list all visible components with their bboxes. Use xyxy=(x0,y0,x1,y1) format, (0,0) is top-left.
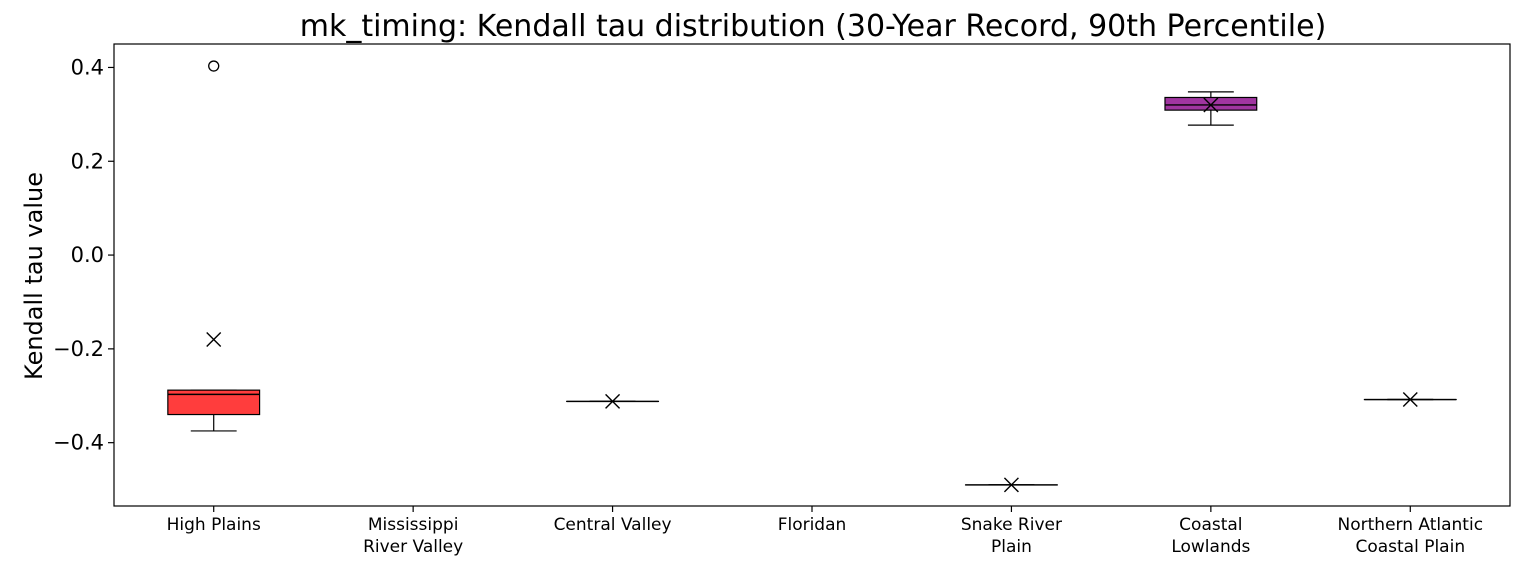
mean-marker xyxy=(206,331,222,347)
x-tick-label-line: High Plains xyxy=(167,515,261,535)
plot-frame xyxy=(113,43,1511,507)
mean-marker xyxy=(1203,97,1219,113)
outlier-point xyxy=(208,60,220,72)
x-tick-label-line: Snake River xyxy=(961,515,1062,535)
y-tick-label: 0.4 xyxy=(71,55,104,79)
x-tick-label: Snake River Plain xyxy=(961,515,1062,557)
x-tick-label-line: Plain xyxy=(991,537,1032,557)
mean-marker xyxy=(1402,392,1418,408)
y-tick-label: −0.2 xyxy=(53,337,104,361)
mean-marker xyxy=(605,393,621,409)
x-tick-label: Coastal Lowlands xyxy=(1171,515,1250,557)
x-tick-label-line: Floridan xyxy=(778,515,847,535)
y-tick-label: 0.2 xyxy=(71,149,104,173)
x-tick-label: High Plains xyxy=(167,515,261,535)
x-tick-label: Northern Atlantic Coastal Plain xyxy=(1338,515,1484,557)
chart-title: mk_timing: Kendall tau distribution (30-… xyxy=(300,9,1327,44)
x-tick-label: Mississippi River Valley xyxy=(363,515,463,557)
x-tick-label-line: Northern Atlantic xyxy=(1338,515,1484,535)
y-axis-label: Kendall tau value xyxy=(20,172,48,380)
x-tick-label-line: Coastal xyxy=(1179,515,1242,535)
box-iqr xyxy=(1164,96,1258,111)
y-tick-label: 0.0 xyxy=(71,243,104,267)
x-tick-label-line: Central Valley xyxy=(554,515,672,535)
y-tick-label: −0.4 xyxy=(53,431,104,455)
plot-area: −0.4 −0.2 0.0 0.2 0.4 High Plains Mississippi R… xyxy=(53,55,1483,557)
x-tick-label-line: Lowlands xyxy=(1171,537,1250,557)
x-tick-label-line: Mississippi xyxy=(368,515,459,535)
x-tick-label: Floridan xyxy=(778,515,847,535)
mean-marker xyxy=(1003,477,1019,493)
x-tick-label: Central Valley xyxy=(554,515,672,535)
x-tick-label-line: River Valley xyxy=(363,537,463,557)
x-tick-label-line: Coastal Plain xyxy=(1355,537,1465,557)
